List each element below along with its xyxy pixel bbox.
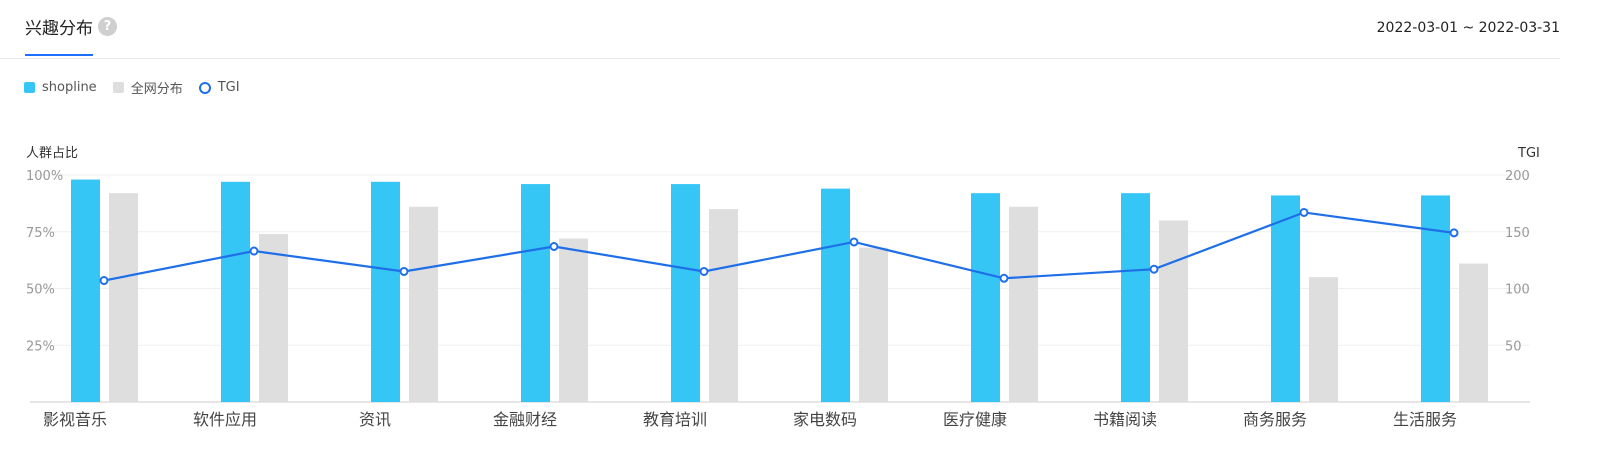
x-tick-label: 书籍阅读 bbox=[1093, 410, 1157, 429]
tab-interest-distribution[interactable]: 兴趣分布 bbox=[25, 19, 93, 39]
y-tick-label: 50% bbox=[26, 283, 55, 298]
tgi-point bbox=[1299, 207, 1309, 217]
y-axis-title: 人群占比 bbox=[26, 146, 78, 161]
tgi-point bbox=[249, 246, 259, 256]
legend-item-tgi[interactable]: TGI bbox=[198, 80, 240, 95]
legend-item-shopline[interactable]: shopline bbox=[24, 80, 97, 95]
bar-shopline bbox=[221, 181, 250, 402]
y2-tick-label: 50 bbox=[1505, 339, 1522, 354]
legend-item-network[interactable]: 全网分布 bbox=[112, 78, 183, 97]
chart-legend: shopline 全网分布 TGI bbox=[24, 78, 256, 97]
tgi-point bbox=[399, 266, 409, 276]
x-tick-label: 医疗健康 bbox=[943, 410, 1007, 429]
x-tick-label: 教育培训 bbox=[643, 410, 707, 429]
bar-shopline bbox=[521, 184, 550, 402]
x-tick-label: 商务服务 bbox=[1243, 410, 1307, 429]
bar-shopline bbox=[1271, 195, 1300, 402]
x-tick-label: 影视音乐 bbox=[43, 410, 107, 429]
tgi-point bbox=[999, 273, 1009, 283]
bar-network bbox=[709, 209, 738, 402]
panel-header: 兴趣分布 ? 2022-03-01 ~ 2022-03-31 bbox=[0, 0, 1560, 59]
x-tick-label: 家电数码 bbox=[793, 410, 857, 429]
bar-shopline bbox=[71, 179, 100, 402]
bar-network bbox=[409, 206, 438, 402]
y2-tick-label: 150 bbox=[1505, 226, 1530, 241]
bar-network bbox=[1159, 220, 1188, 402]
y-tick-label: 100% bbox=[26, 169, 63, 184]
y-tick-label: 75% bbox=[26, 226, 55, 241]
bar-network bbox=[259, 234, 288, 402]
y2-axis-title: TGI bbox=[1517, 146, 1540, 161]
x-tick-label: 资讯 bbox=[359, 410, 391, 429]
legend-label-shopline: shopline bbox=[42, 80, 97, 95]
legend-swatch-network bbox=[112, 82, 124, 93]
tgi-point bbox=[549, 242, 559, 252]
bar-shopline bbox=[821, 188, 850, 402]
x-tick-label: 软件应用 bbox=[193, 410, 257, 429]
tab-active-indicator bbox=[25, 54, 93, 56]
legend-label-tgi: TGI bbox=[217, 80, 240, 95]
legend-label-network: 全网分布 bbox=[130, 82, 183, 97]
bar-network bbox=[109, 193, 138, 402]
x-tick-label: 生活服务 bbox=[1393, 410, 1457, 429]
bar-network bbox=[1309, 277, 1338, 402]
date-range[interactable]: 2022-03-01 ~ 2022-03-31 bbox=[1376, 20, 1560, 36]
x-tick-label: 金融财经 bbox=[493, 410, 557, 429]
bar-network bbox=[859, 247, 888, 402]
y2-tick-label: 100 bbox=[1505, 283, 1530, 298]
tgi-point bbox=[99, 276, 109, 286]
bar-network bbox=[1459, 263, 1488, 402]
y-tick-label: 25% bbox=[26, 339, 55, 354]
tgi-point bbox=[1449, 228, 1459, 238]
bar-shopline bbox=[1421, 195, 1450, 402]
bar-network bbox=[559, 238, 588, 402]
question-circle-icon[interactable]: ? bbox=[98, 17, 117, 36]
tgi-line bbox=[103, 211, 1455, 282]
bar-network bbox=[1009, 206, 1038, 402]
bar-shopline bbox=[371, 181, 400, 402]
bar-shopline bbox=[971, 193, 1000, 402]
legend-swatch-shopline bbox=[24, 82, 35, 93]
tgi-point bbox=[1149, 264, 1159, 274]
legend-marker-tgi bbox=[198, 81, 211, 94]
bar-shopline bbox=[671, 184, 700, 402]
tgi-point bbox=[699, 266, 709, 276]
y2-tick-label: 200 bbox=[1505, 169, 1530, 184]
tgi-point bbox=[849, 237, 859, 247]
bar-shopline bbox=[1121, 193, 1150, 402]
